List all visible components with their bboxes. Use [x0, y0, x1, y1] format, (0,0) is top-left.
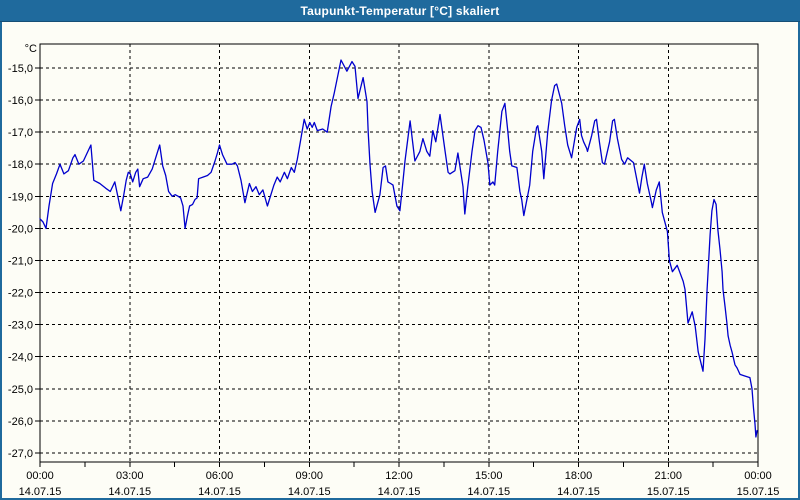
x-tick-date-label: 14.07.15: [108, 486, 151, 498]
y-tick-label: -27,0: [8, 448, 33, 460]
x-tick-date-label: 14.07.15: [19, 486, 62, 498]
x-tick-date-label: 14.07.15: [557, 486, 600, 498]
x-tick-time-label: 15:00: [475, 470, 503, 482]
x-tick-date-label: 14.07.15: [288, 486, 331, 498]
y-tick-label: -21,0: [8, 255, 33, 267]
x-tick-time-label: 21:00: [654, 470, 682, 482]
x-tick-time-label: 09:00: [295, 470, 323, 482]
y-tick-label: -17,0: [8, 127, 33, 139]
x-tick-time-label: 00:00: [26, 470, 54, 482]
y-tick-label: -23,0: [8, 320, 33, 332]
x-tick-date-label: 14.07.15: [467, 486, 510, 498]
x-tick-time-label: 06:00: [206, 470, 234, 482]
y-tick-label: -25,0: [8, 384, 33, 396]
y-tick-label: -22,0: [8, 288, 33, 300]
y-tick-label: -15,0: [8, 63, 33, 75]
y-axis-unit-label: °C: [25, 43, 37, 55]
x-tick-time-label: 03:00: [116, 470, 144, 482]
chart-area: -15,0 -16,0 -17,0 -18,0 -19,0 -20,0 -21,0 -22,0…: [0, 21, 800, 500]
y-tick-label: -18,0: [8, 159, 33, 171]
y-tick-label: -20,0: [8, 223, 33, 235]
y-tick-label: -24,0: [8, 352, 33, 364]
x-tick-time-label: 12:00: [385, 470, 413, 482]
x-tick-time-label: 00:00: [744, 470, 772, 482]
y-tick-label: -19,0: [8, 191, 33, 203]
x-tick-date-label: 14.07.15: [198, 486, 241, 498]
y-tick-label: -26,0: [8, 416, 33, 428]
plot-frame: [39, 43, 759, 463]
x-tick-date-label: 15.07.15: [647, 486, 690, 498]
window-title: Taupunkt-Temperatur [°C] skaliert: [300, 3, 500, 18]
y-tick-label: -16,0: [8, 95, 33, 107]
dewpoint-line-chart: -15,0 -16,0 -17,0 -18,0 -19,0 -20,0 -21,0 -22,0…: [8, 43, 780, 498]
window-titlebar[interactable]: Taupunkt-Temperatur [°C] skaliert: [0, 0, 800, 22]
x-tick-date-label: 14.07.15: [378, 486, 421, 498]
x-tick-time-label: 18:00: [565, 470, 593, 482]
x-tick-date-label: 15.07.15: [737, 486, 780, 498]
series-line: [39, 59, 758, 438]
